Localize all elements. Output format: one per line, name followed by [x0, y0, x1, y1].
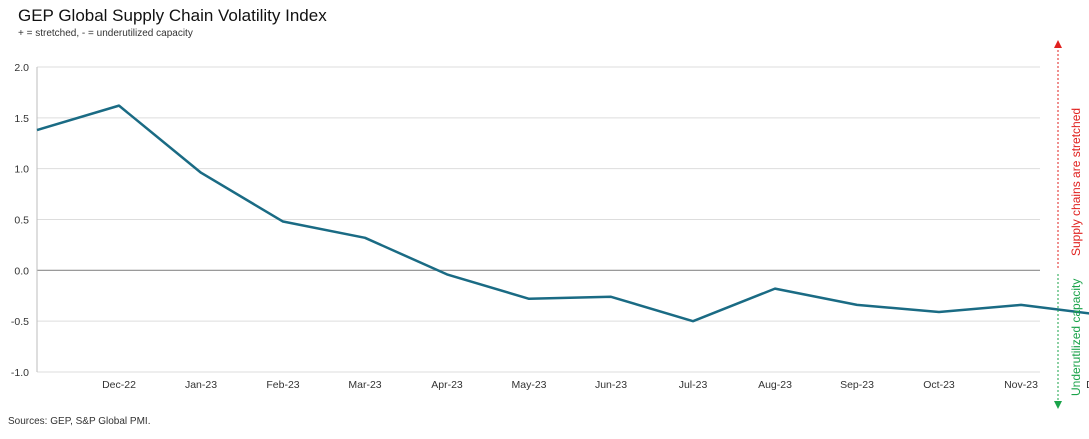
- stretched-label: Supply chains are stretched: [1069, 108, 1083, 256]
- gridlines: [36, 66, 1040, 373]
- y-tick-label: 1.0: [14, 164, 29, 176]
- y-tick-label: 1.5: [14, 113, 29, 125]
- y-axis-ticks: 2.0 1.5 1.0 0.5 0.0 -0.5 -1.0: [11, 62, 29, 379]
- y-tick-label: 0.5: [14, 215, 29, 227]
- x-tick-label: Jan-23: [185, 379, 217, 391]
- series-lines: [36, 104, 1089, 323]
- y-tick-label: 2.0: [14, 62, 29, 74]
- chart-subtitle: + = stretched, - = underutilized capacit…: [18, 28, 193, 39]
- series-line: [36, 104, 1089, 323]
- x-tick-label: Mar-23: [348, 379, 381, 391]
- y-tick-label: -0.5: [11, 316, 29, 328]
- x-tick-label: Nov-23: [1004, 379, 1038, 391]
- chart-title: GEP Global Supply Chain Volatility Index: [18, 6, 327, 25]
- x-tick-label: Jul-23: [679, 379, 708, 391]
- x-tick-label: May-23: [511, 379, 546, 391]
- y-tick-label: -1.0: [11, 367, 29, 379]
- x-tick-label: Apr-23: [431, 379, 463, 391]
- x-axis-ticks: Dec-22 Jan-23 Feb-23 Mar-23 Apr-23 May-23 Jun-…: [102, 379, 1089, 391]
- x-tick-label: Jun-23: [595, 379, 627, 391]
- x-tick-label: Oct-23: [923, 379, 955, 391]
- underutilized-label: Underutilized capacity: [1069, 279, 1083, 396]
- x-tick-label: Dec-23: [1086, 379, 1089, 391]
- y-tick-label: 0.0: [14, 265, 29, 277]
- x-tick-label: Feb-23: [266, 379, 299, 391]
- source-note: Sources: GEP, S&P Global PMI.: [8, 416, 151, 427]
- x-tick-label: Sep-23: [840, 379, 874, 391]
- x-tick-label: Dec-22: [102, 379, 136, 391]
- x-tick-label: Aug-23: [758, 379, 792, 391]
